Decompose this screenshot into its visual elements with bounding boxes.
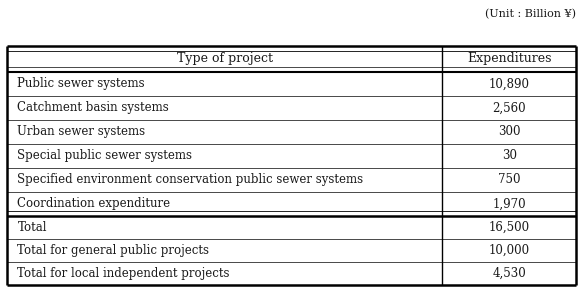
Text: 2,560: 2,560 (492, 102, 526, 114)
Text: 10,000: 10,000 (489, 244, 530, 257)
Text: 1,970: 1,970 (492, 198, 526, 211)
Text: Total for local independent projects: Total for local independent projects (17, 267, 230, 280)
Text: Special public sewer systems: Special public sewer systems (17, 149, 192, 162)
Text: 750: 750 (498, 173, 521, 187)
Text: Catchment basin systems: Catchment basin systems (17, 102, 169, 114)
Text: Type of project: Type of project (177, 53, 273, 66)
Text: Urban sewer systems: Urban sewer systems (17, 125, 146, 138)
Text: Specified environment conservation public sewer systems: Specified environment conservation publi… (17, 173, 364, 187)
Text: Total for general public projects: Total for general public projects (17, 244, 209, 257)
Text: Coordination expenditure: Coordination expenditure (17, 198, 171, 211)
Text: 30: 30 (501, 149, 517, 162)
Text: Expenditures: Expenditures (467, 53, 552, 66)
Text: 300: 300 (498, 125, 521, 138)
Text: 16,500: 16,500 (489, 221, 530, 234)
Text: Total: Total (17, 221, 47, 234)
Text: (Unit : Billion ¥): (Unit : Billion ¥) (485, 9, 576, 19)
Text: 4,530: 4,530 (492, 267, 526, 280)
Text: 10,890: 10,890 (489, 78, 529, 91)
Text: Public sewer systems: Public sewer systems (17, 78, 145, 91)
